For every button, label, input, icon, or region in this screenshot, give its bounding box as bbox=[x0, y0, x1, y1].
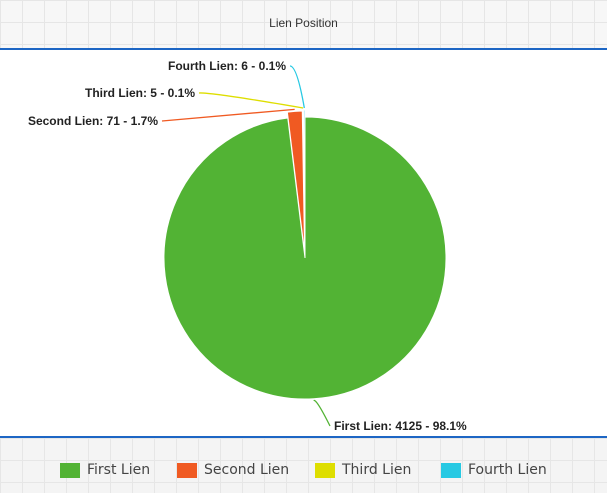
data-labels: First Lien: 4125 - 98.1% Second Lien: 71 … bbox=[28, 59, 467, 433]
connector-fourth-lien bbox=[289, 65, 305, 109]
chart-area: First Lien: 4125 - 98.1% Second Lien: 71 … bbox=[0, 50, 607, 436]
chart-title: Lien Position bbox=[269, 16, 338, 30]
legend-swatch-third-lien bbox=[315, 462, 335, 478]
legend-swatch-second-lien bbox=[177, 462, 197, 478]
legend-item-first-lien[interactable]: First Lien bbox=[60, 462, 150, 478]
data-label-first-lien: First Lien: 4125 - 98.1% bbox=[334, 419, 467, 433]
pie-slice-first-lien[interactable] bbox=[163, 116, 447, 400]
connector-third-lien bbox=[198, 92, 304, 109]
pie-slices bbox=[163, 109, 447, 400]
label-connectors bbox=[161, 65, 331, 427]
legend-swatch-fourth-lien bbox=[441, 462, 461, 478]
data-label-third-lien: Third Lien: 5 - 0.1% bbox=[85, 86, 195, 100]
legend-swatch-first-lien bbox=[60, 462, 80, 478]
legend-label-fourth-lien: Fourth Lien bbox=[468, 462, 547, 478]
connector-second-lien bbox=[161, 108, 295, 122]
chart-header: Lien Position bbox=[0, 0, 607, 50]
legend-item-second-lien[interactable]: Second Lien bbox=[177, 462, 289, 478]
legend-label-first-lien: First Lien bbox=[87, 462, 151, 478]
pie-chart: First Lien: 4125 - 98.1% Second Lien: 71 … bbox=[28, 59, 467, 433]
pie-slice-fourth-lien[interactable] bbox=[303, 109, 306, 252]
connector-first-lien bbox=[313, 399, 331, 427]
legend-item-third-lien[interactable]: Third Lien bbox=[315, 462, 411, 478]
legend: First Lien Second Lien Third Lien Fourth… bbox=[0, 436, 607, 493]
legend-label-third-lien: Third Lien bbox=[342, 462, 412, 478]
legend-label-second-lien: Second Lien bbox=[204, 462, 290, 478]
legend-item-fourth-lien[interactable]: Fourth Lien bbox=[441, 462, 547, 478]
data-label-second-lien: Second Lien: 71 - 1.7% bbox=[28, 114, 158, 128]
data-label-fourth-lien: Fourth Lien: 6 - 0.1% bbox=[168, 59, 286, 73]
